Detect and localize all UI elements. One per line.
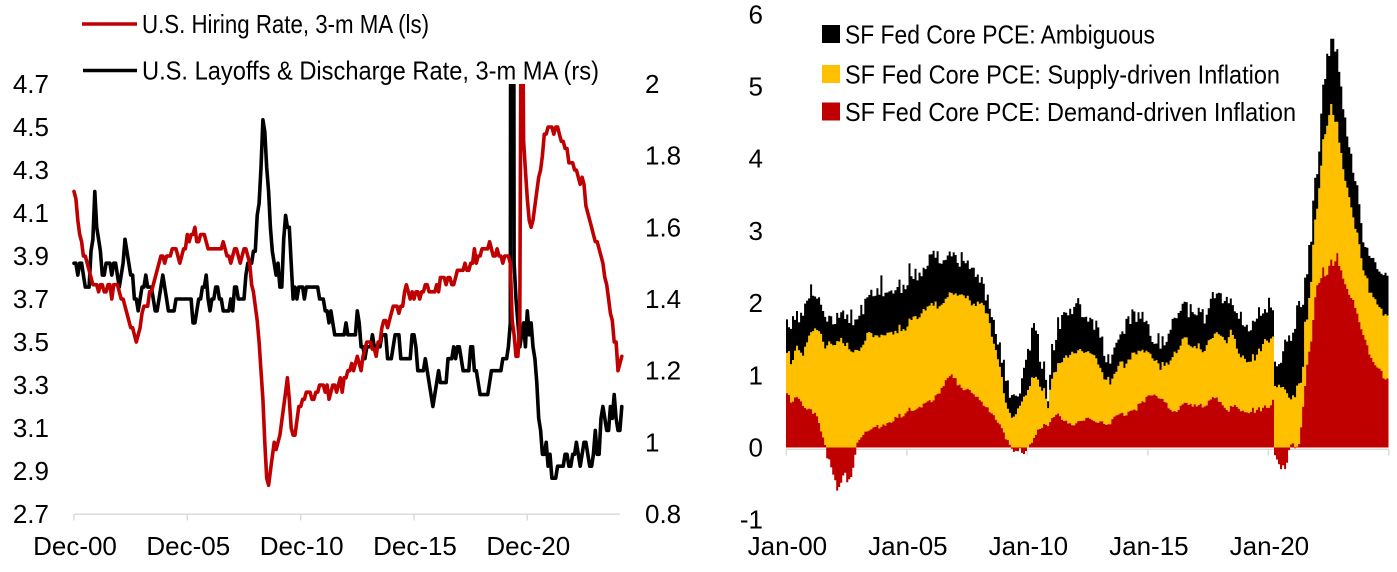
svg-text:3: 3	[749, 216, 763, 246]
svg-text:Jan-20: Jan-20	[1230, 531, 1310, 561]
svg-text:Jan-00: Jan-00	[748, 531, 828, 561]
svg-text:1: 1	[645, 427, 659, 457]
svg-text:3.7: 3.7	[13, 284, 49, 314]
svg-text:2.7: 2.7	[13, 499, 49, 529]
svg-text:5: 5	[749, 72, 763, 102]
svg-text:3.1: 3.1	[13, 413, 49, 443]
svg-text:4.7: 4.7	[13, 69, 49, 99]
svg-text:U.S. Hiring Rate, 3-m MA (ls): U.S. Hiring Rate, 3-m MA (ls)	[142, 9, 429, 39]
svg-text:3.3: 3.3	[13, 370, 49, 400]
svg-text:6: 6	[749, 0, 763, 29]
svg-text:2: 2	[645, 69, 659, 99]
svg-text:Dec-05: Dec-05	[146, 531, 230, 561]
svg-text:1.8: 1.8	[645, 141, 681, 171]
svg-text:Dec-15: Dec-15	[373, 531, 457, 561]
svg-text:Jan-05: Jan-05	[868, 531, 948, 561]
svg-text:SF Fed Core PCE: Supply-driven: SF Fed Core PCE: Supply-driven Inflation	[845, 60, 1280, 90]
svg-text:Dec-00: Dec-00	[33, 531, 117, 561]
svg-text:1.2: 1.2	[645, 356, 681, 386]
svg-text:1: 1	[749, 360, 763, 390]
svg-text:Jan-15: Jan-15	[1109, 531, 1189, 561]
svg-text:Jan-10: Jan-10	[989, 531, 1069, 561]
svg-text:0: 0	[749, 433, 763, 463]
svg-text:3.9: 3.9	[13, 241, 49, 271]
svg-text:2: 2	[749, 288, 763, 318]
svg-text:Dec-10: Dec-10	[260, 531, 344, 561]
svg-text:SF Fed Core PCE: Ambiguous: SF Fed Core PCE: Ambiguous	[845, 20, 1155, 50]
svg-text:3.5: 3.5	[13, 327, 49, 357]
svg-text:4: 4	[749, 144, 763, 174]
svg-text:1.4: 1.4	[645, 284, 681, 314]
svg-text:0.8: 0.8	[645, 499, 681, 529]
svg-text:4.3: 4.3	[13, 155, 49, 185]
svg-text:1.6: 1.6	[645, 212, 681, 242]
svg-text:-1: -1	[740, 505, 763, 535]
svg-text:Dec-20: Dec-20	[486, 531, 570, 561]
svg-text:4.1: 4.1	[13, 198, 49, 228]
svg-text:4.5: 4.5	[13, 112, 49, 142]
svg-text:U.S. Layoffs & Discharge Rate,: U.S. Layoffs & Discharge Rate, 3-m MA (r…	[142, 56, 599, 86]
svg-text:2.9: 2.9	[13, 456, 49, 486]
svg-text:SF Fed Core PCE: Demand-driven: SF Fed Core PCE: Demand-driven Inflation	[845, 97, 1296, 127]
